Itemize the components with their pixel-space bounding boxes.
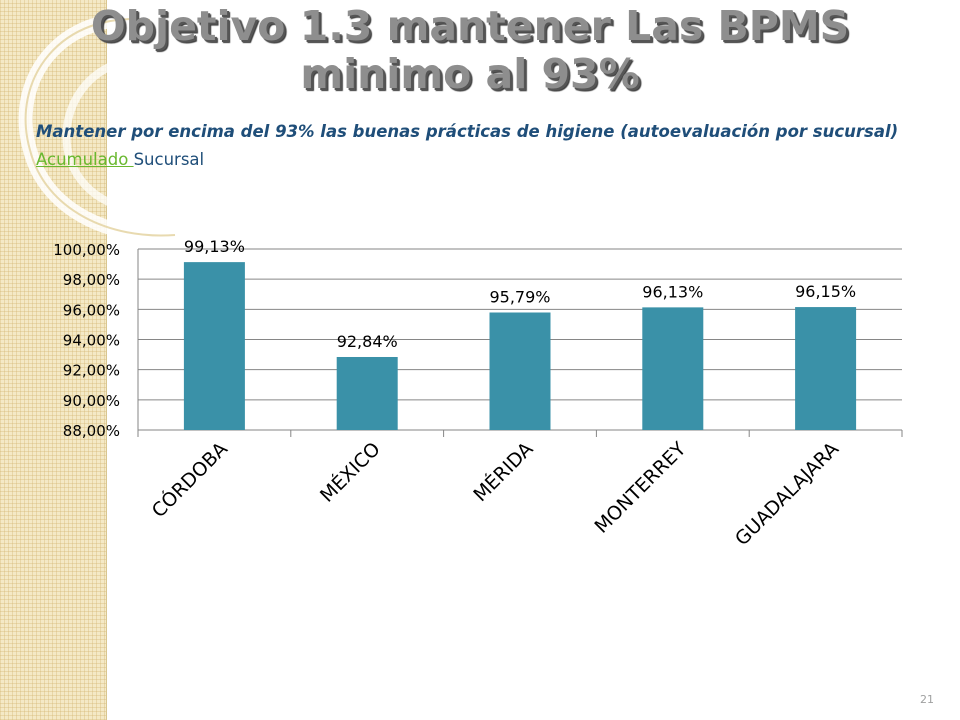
data-label: 96,15%: [795, 282, 856, 301]
bar: [336, 356, 398, 430]
y-tick-label: 100,00%: [53, 241, 120, 259]
bar: [642, 307, 704, 430]
subtitle-sucursal-text: Sucursal: [133, 150, 205, 169]
x-category-label: MÉXICO: [315, 437, 384, 506]
y-tick-label: 90,00%: [63, 392, 120, 410]
data-label: 95,79%: [489, 288, 550, 307]
bar: [489, 312, 551, 430]
y-tick-label: 94,00%: [63, 332, 120, 350]
slide-subtitle: Mantener por encima del 93% las buenas p…: [36, 118, 936, 174]
x-category-label: MÉRIDA: [469, 437, 538, 506]
data-label: 92,84%: [337, 332, 398, 351]
x-category-label: MONTERREY: [591, 438, 691, 538]
y-tick-label: 88,00%: [63, 422, 120, 440]
x-category-label: CÓRDOBA: [146, 437, 232, 523]
slide-title: Objetivo 1.3 mantener Las BPMS minimo al…: [90, 2, 850, 98]
data-label: 99,13%: [184, 237, 245, 256]
x-category-label: GUADALAJARA: [731, 438, 843, 550]
bar: [795, 307, 857, 430]
page-number: 21: [920, 693, 934, 706]
decorative-swirl: [18, 12, 176, 243]
acumulado-link[interactable]: Acumulado: [36, 150, 134, 169]
y-tick-label: 98,00%: [63, 271, 120, 289]
data-label: 96,13%: [642, 282, 703, 301]
subtitle-objective-text: Mantener por encima del 93% las buenas p…: [36, 122, 899, 141]
y-tick-label: 92,00%: [63, 362, 120, 380]
bar: [183, 262, 245, 430]
decorative-side-band: [0, 0, 106, 720]
y-tick-label: 96,00%: [63, 301, 120, 319]
side-band-divider: [106, 0, 107, 720]
